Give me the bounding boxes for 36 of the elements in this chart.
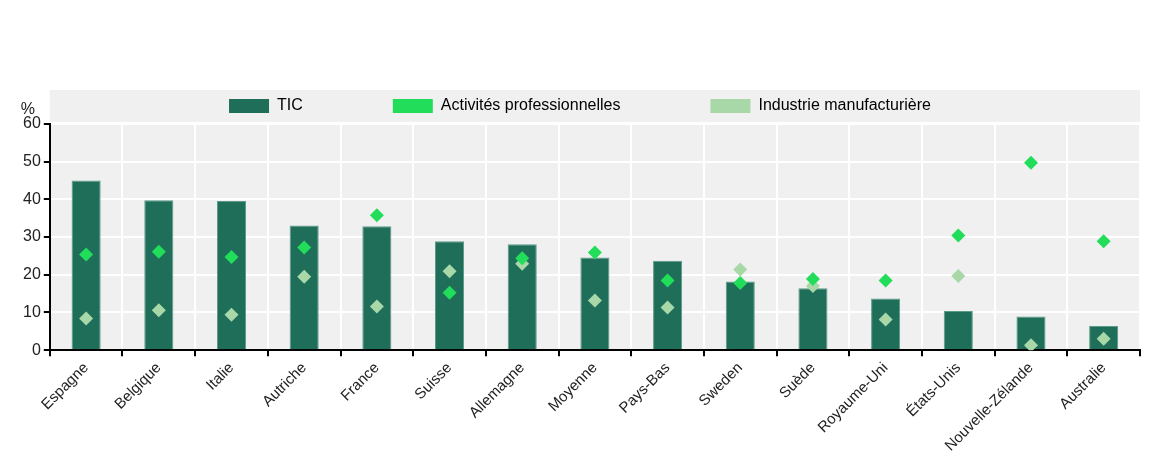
y-tick-label: 10	[23, 302, 41, 320]
point	[1023, 155, 1038, 170]
point	[660, 273, 675, 288]
point	[805, 271, 820, 286]
legend-label: Industrie manufacturière	[758, 96, 932, 114]
y-tick-label: 20	[23, 265, 41, 283]
point	[515, 251, 530, 266]
point	[297, 240, 312, 255]
point	[369, 208, 384, 223]
point	[1023, 338, 1038, 351]
point	[733, 276, 748, 291]
point	[151, 303, 166, 318]
point	[587, 293, 602, 308]
y-tick-label: 60	[23, 114, 41, 132]
point	[224, 250, 239, 265]
point	[951, 228, 966, 243]
point	[369, 299, 384, 314]
point	[951, 268, 966, 283]
point	[224, 307, 239, 322]
y-tick-label: 0	[31, 340, 41, 358]
point	[587, 245, 602, 260]
point	[151, 244, 166, 259]
point	[442, 264, 457, 279]
legend-label: Activités professionnelles	[440, 96, 621, 114]
point	[297, 269, 312, 284]
y-tick-label: 40	[23, 189, 41, 207]
point	[79, 247, 94, 262]
point	[442, 285, 457, 300]
point	[878, 273, 893, 288]
point	[1096, 234, 1111, 249]
legend-label: TIC	[277, 96, 303, 114]
point	[733, 262, 748, 277]
point	[79, 311, 94, 326]
y-tick-label: 50	[23, 152, 41, 170]
point	[660, 300, 675, 315]
y-tick-label: 30	[23, 227, 41, 245]
